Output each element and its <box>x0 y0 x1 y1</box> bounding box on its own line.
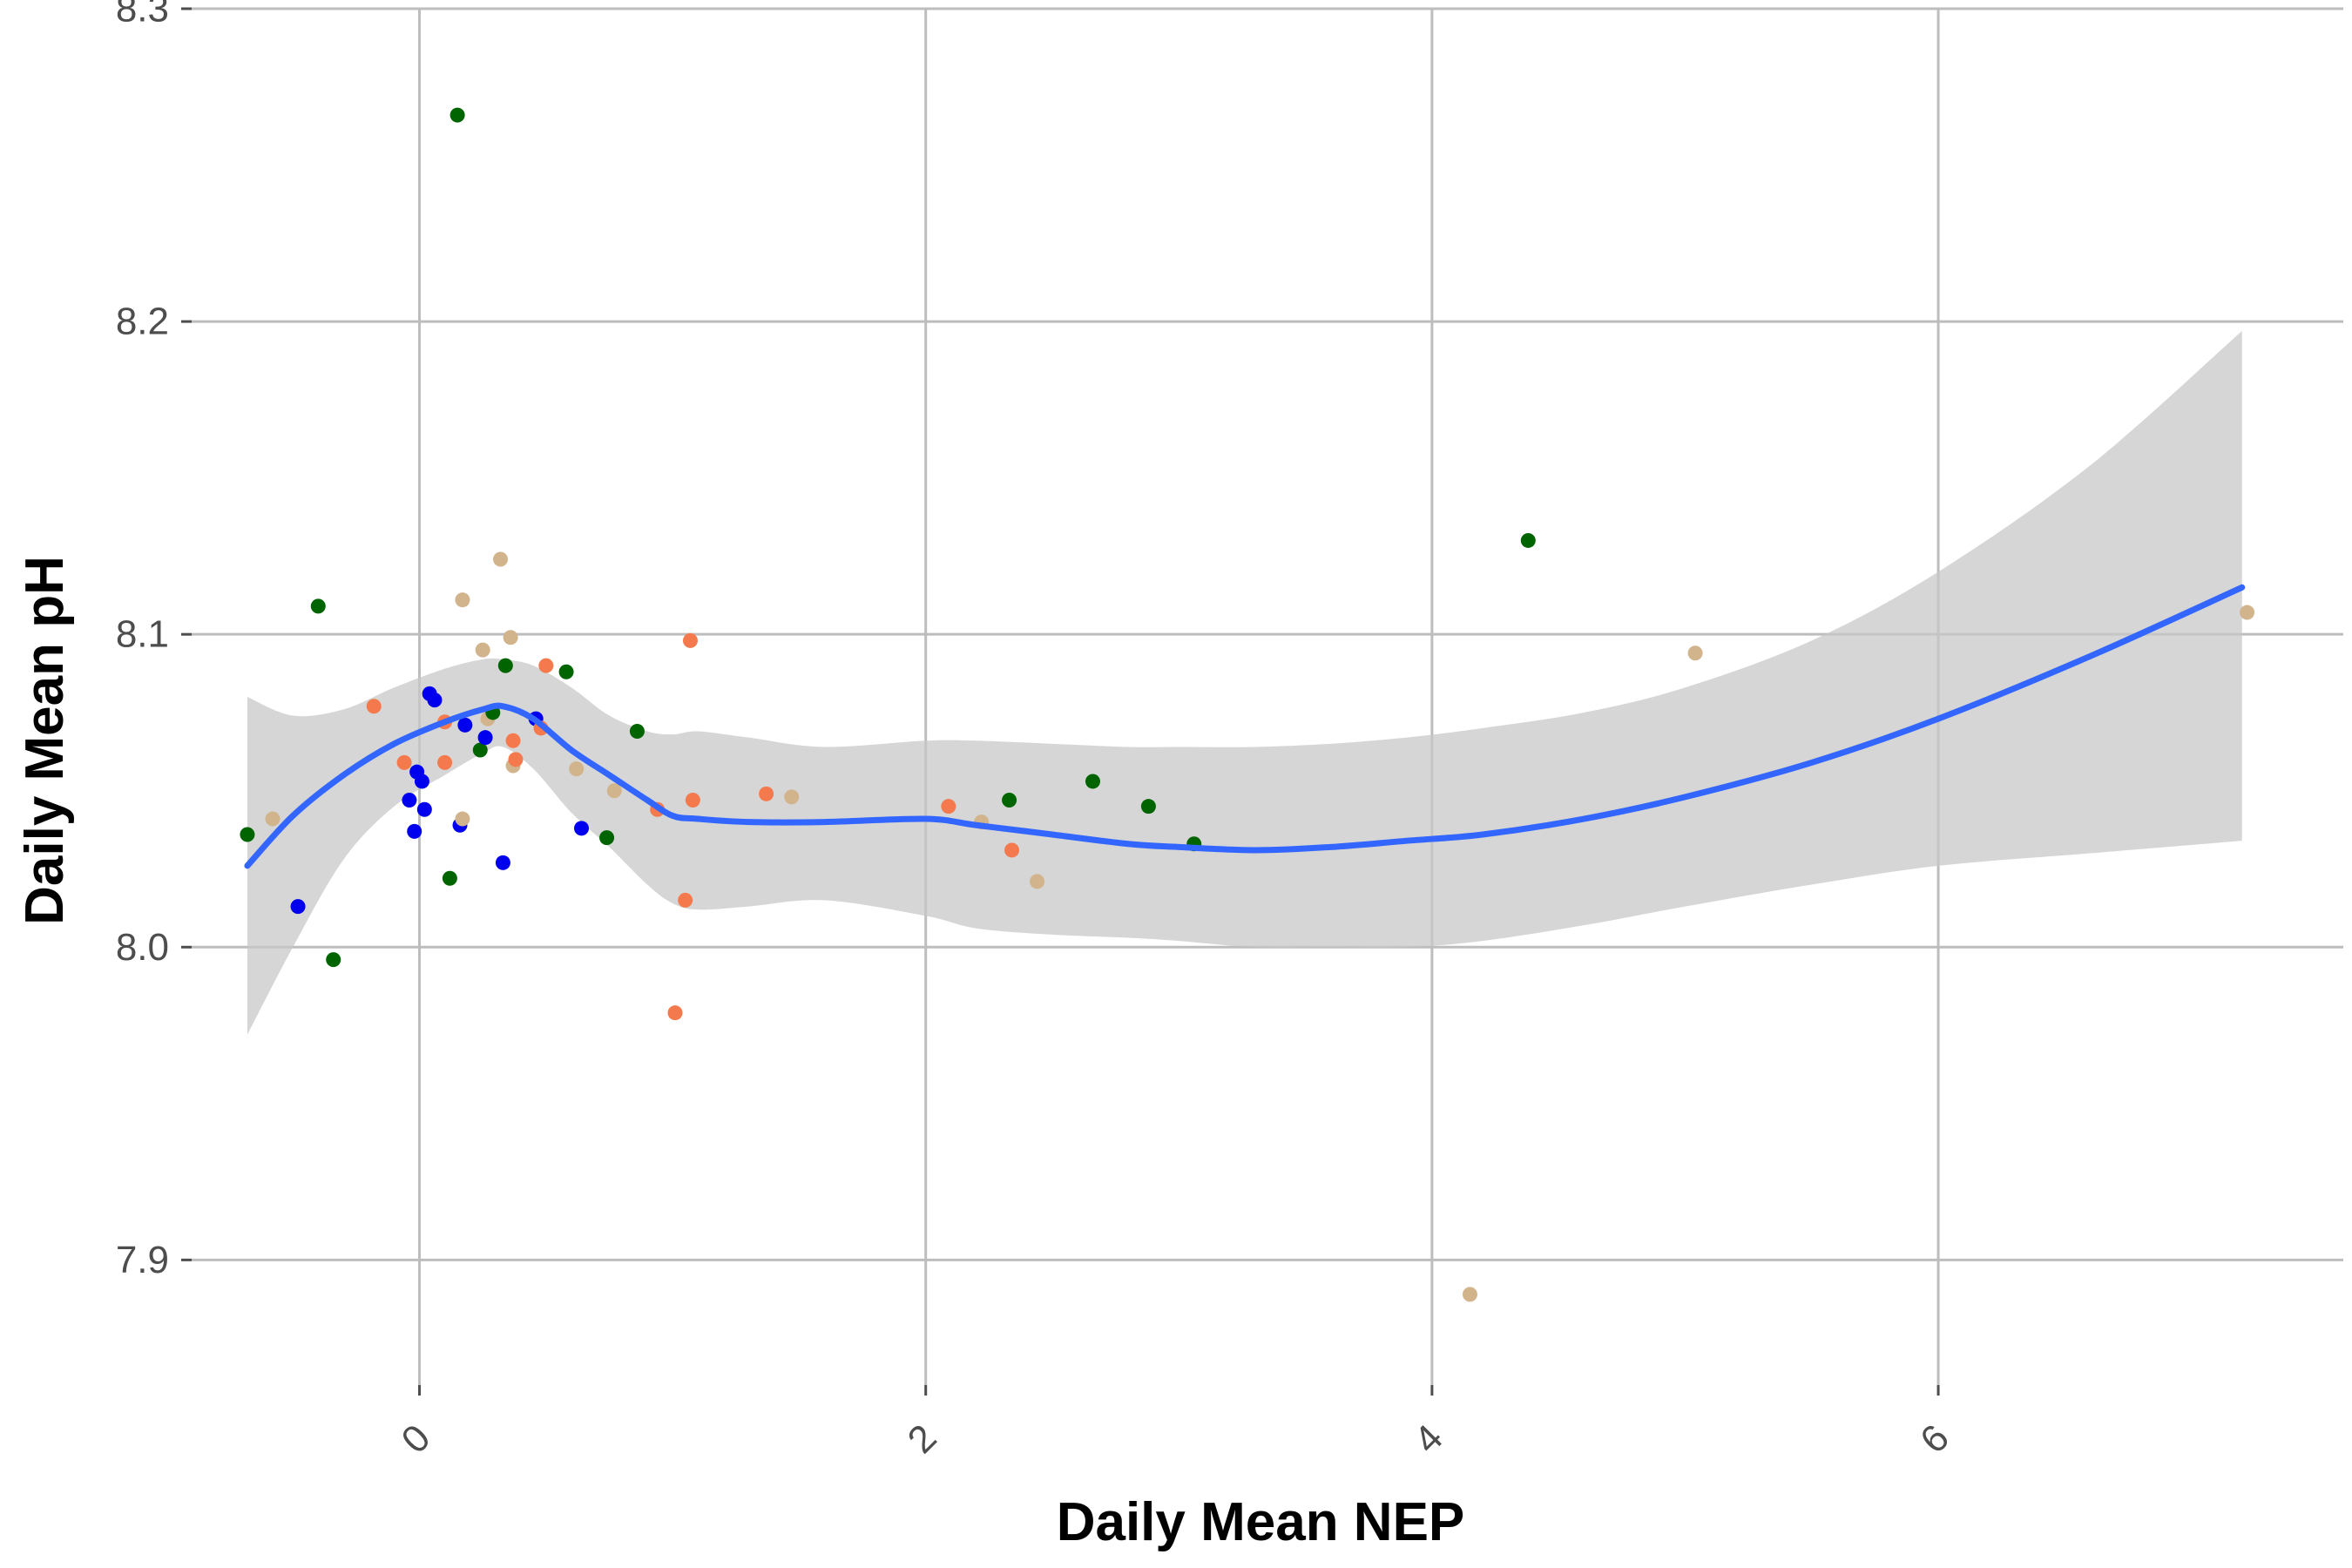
y-tick-label: 8.2 <box>116 301 169 343</box>
data-point <box>477 730 493 746</box>
data-point <box>442 870 457 886</box>
x-axis-title: Daily Mean NEP <box>1057 1492 1465 1552</box>
x-tick-label: 0 <box>394 1416 439 1462</box>
data-point <box>1004 842 1020 858</box>
data-point <box>366 699 382 714</box>
data-point <box>457 717 473 733</box>
data-point <box>1520 532 1536 548</box>
data-point <box>497 658 513 673</box>
data-point <box>396 754 412 770</box>
x-tick-label: 6 <box>1912 1416 1957 1462</box>
data-point <box>606 783 622 799</box>
data-point <box>599 830 615 846</box>
data-point <box>472 742 488 758</box>
data-point <box>667 1005 683 1021</box>
data-point <box>402 793 417 808</box>
data-points <box>240 107 2255 1302</box>
data-point <box>784 789 800 805</box>
data-point <box>437 754 453 770</box>
data-point <box>629 724 645 739</box>
x-tick-label: 4 <box>1406 1416 1451 1462</box>
data-point <box>455 811 470 827</box>
data-point <box>558 664 574 679</box>
data-point <box>455 592 470 608</box>
data-point <box>1462 1287 1477 1302</box>
data-point <box>574 821 590 836</box>
data-point <box>538 658 554 673</box>
data-point <box>240 827 255 842</box>
data-point <box>290 899 306 915</box>
data-point <box>2240 605 2255 620</box>
y-tick-label: 8.3 <box>116 0 169 30</box>
data-point <box>682 632 698 648</box>
data-point <box>416 801 432 817</box>
data-point <box>407 823 422 839</box>
data-point <box>503 630 518 645</box>
data-point <box>569 761 585 777</box>
data-point <box>1687 645 1703 661</box>
data-point <box>265 811 280 827</box>
data-point <box>1140 799 1156 814</box>
data-point <box>505 733 521 748</box>
data-point <box>493 551 509 567</box>
y-tick-label: 8.0 <box>116 926 169 969</box>
data-point <box>1002 793 1017 808</box>
smooth-line <box>244 584 2246 869</box>
data-point <box>414 774 429 789</box>
data-point <box>678 892 693 908</box>
y-tick-label: 8.1 <box>116 613 169 656</box>
data-point <box>427 693 443 708</box>
data-point <box>449 107 465 123</box>
smooth-line-group <box>244 584 2246 869</box>
confidence-band <box>247 330 2242 1035</box>
data-point <box>475 642 490 658</box>
data-point <box>759 786 774 801</box>
data-point <box>941 799 956 814</box>
data-point <box>1085 774 1100 789</box>
data-point <box>508 752 524 767</box>
y-axis-title: Daily Mean pH <box>15 556 75 925</box>
x-tick-label: 2 <box>900 1416 945 1462</box>
data-point <box>326 952 341 968</box>
data-point <box>495 855 510 870</box>
y-tick-label: 7.9 <box>116 1239 169 1281</box>
data-point <box>310 598 326 614</box>
data-point <box>685 793 700 808</box>
confidence-band-group <box>247 330 2242 1035</box>
data-point <box>1030 874 1045 889</box>
